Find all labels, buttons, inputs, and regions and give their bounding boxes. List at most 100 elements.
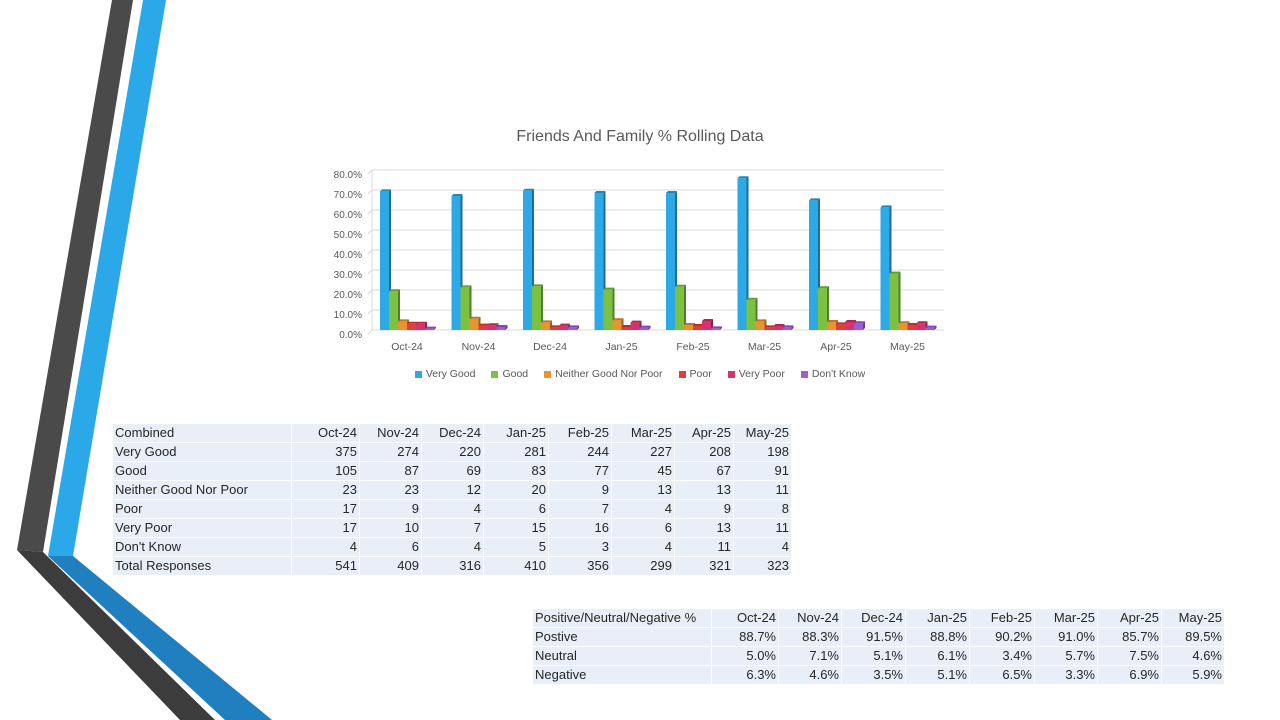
table-cell: 4 [733,537,792,557]
bar-top [478,323,490,326]
table-cell: 6 [483,499,549,519]
table-cell: 6 [359,537,422,557]
bar [478,325,488,330]
bar-side [934,325,937,330]
row-label-cell: Combined [112,423,292,443]
x-tick-label: Apr-25 [820,341,852,353]
row-label-cell: Negative [532,665,712,685]
table-cell: 6.5% [969,665,1035,685]
bar [907,325,917,330]
bar [746,299,756,330]
table-cell: 3.3% [1034,665,1098,685]
table-cell: 409 [359,556,422,576]
table-row: Very Good 375 274 220 281 244 227 208 198 [112,442,792,462]
bar-top [773,324,785,326]
bar [496,327,506,330]
legend-swatch [727,370,735,378]
bar [603,289,613,330]
table-cell: 208 [674,442,734,462]
bar-top [889,271,901,274]
bar-top [380,189,391,192]
table-row: Neither Good Nor Poor 23 23 12 20 9 13 13 11 [112,480,792,500]
bar [523,190,532,330]
response-counts-table: Combined Oct-24 Nov-24 Dec-24 Jan-25 Feb-25 Ma… [112,423,792,576]
bar-top [907,323,919,325]
table-cell: 4 [291,537,360,557]
row-label-cell: Neither Good Nor Poor [112,480,292,500]
bar [916,323,926,330]
bar [889,273,899,330]
bar [532,286,541,330]
deco-dark-stripe-lower [17,550,215,720]
table-cell: Dec-24 [421,423,484,443]
table-cell: 9 [674,499,734,519]
bar-side [577,325,579,330]
bar [594,193,604,330]
x-tick-label: Nov-24 [462,341,496,353]
bar-top [925,325,937,328]
table-cell: 9 [359,499,422,519]
bar-top [559,323,570,326]
bar [639,327,649,330]
bar [568,327,577,330]
table-cell: 91 [733,461,792,481]
bar-side [505,325,508,330]
bar-top [487,323,499,326]
legend-swatch [800,370,808,378]
legend-item: Poor [678,368,712,380]
table-cell: 4.6% [778,665,842,685]
table-cell: 67 [674,461,734,481]
table-cell: 8 [733,499,792,519]
bar-top [702,319,713,321]
table-cell: 88.3% [778,627,842,647]
bar [451,196,461,330]
gridline-depth [367,169,373,175]
table-cell: 88.8% [905,627,970,647]
table-cell: 11 [733,480,792,500]
gridline-depth [367,229,373,235]
bar-top [737,176,749,179]
table-cell: Mar-25 [611,423,675,443]
table-cell: 83 [483,461,549,481]
bar-top [898,321,910,324]
table-row: Poor 17 9 4 6 7 4 9 8 [112,499,792,519]
y-tick-label: 60.0% [334,210,362,221]
x-tick-label: May-25 [890,341,925,353]
table-cell: 10 [359,518,422,538]
table-cell: Apr-25 [674,423,734,443]
table-cell: 13 [674,518,734,538]
bar-top [523,188,534,191]
legend-item: Good [491,368,528,380]
table-cell: 69 [421,461,484,481]
bar-side [898,271,901,330]
bar-top [416,321,427,324]
y-tick-label: 40.0% [334,250,362,261]
table-cell: 23 [291,480,360,500]
legend-label: Poor [689,368,712,380]
row-label-cell: Poor [112,499,292,519]
bar-top [469,316,481,319]
row-label-cell: Postive [532,627,712,647]
bar-top [398,319,409,322]
x-tick-label: Dec-24 [533,341,567,353]
bar [845,322,854,330]
table-cell: 316 [421,556,484,576]
bar-side [541,284,543,330]
table-cell: 299 [611,556,675,576]
table-cell: 410 [483,556,549,576]
table-cell: 5.1% [841,646,906,666]
bar [469,318,479,330]
slide-decoration [17,0,272,720]
table-cell: Oct-24 [291,423,360,443]
bar-top [818,286,829,289]
bar [755,321,765,330]
table-cell: 3 [548,537,612,557]
bar [702,321,711,330]
table-cell: 13 [611,480,675,500]
table-cell: 5.1% [905,665,970,685]
bar-top [612,318,624,321]
bar [612,320,622,330]
bar [425,328,434,330]
legend-label: Neither Good Nor Poor [555,368,663,380]
bar-top [809,198,820,201]
